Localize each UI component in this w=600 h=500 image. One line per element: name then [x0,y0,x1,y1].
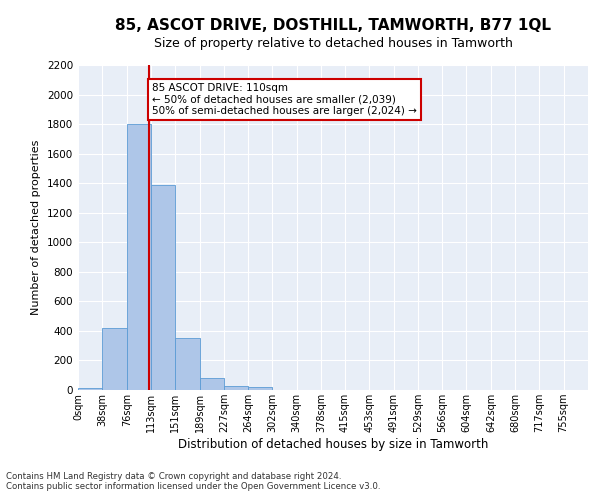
Text: Contains HM Land Registry data © Crown copyright and database right 2024.: Contains HM Land Registry data © Crown c… [6,472,341,481]
Text: 85 ASCOT DRIVE: 110sqm
← 50% of detached houses are smaller (2,039)
50% of semi-: 85 ASCOT DRIVE: 110sqm ← 50% of detached… [152,82,417,116]
Bar [175,338,200,390]
Bar [78,388,103,390]
Text: Size of property relative to detached houses in Tamworth: Size of property relative to detached ho… [154,38,512,51]
Bar [103,328,127,390]
Bar [224,386,248,390]
Text: Contains public sector information licensed under the Open Government Licence v3: Contains public sector information licen… [6,482,380,491]
X-axis label: Distribution of detached houses by size in Tamworth: Distribution of detached houses by size … [178,438,488,451]
Bar [151,184,175,390]
Y-axis label: Number of detached properties: Number of detached properties [31,140,41,315]
Text: 85, ASCOT DRIVE, DOSTHILL, TAMWORTH, B77 1QL: 85, ASCOT DRIVE, DOSTHILL, TAMWORTH, B77… [115,18,551,32]
Bar [200,378,224,390]
Bar [248,388,272,390]
Bar [127,124,151,390]
